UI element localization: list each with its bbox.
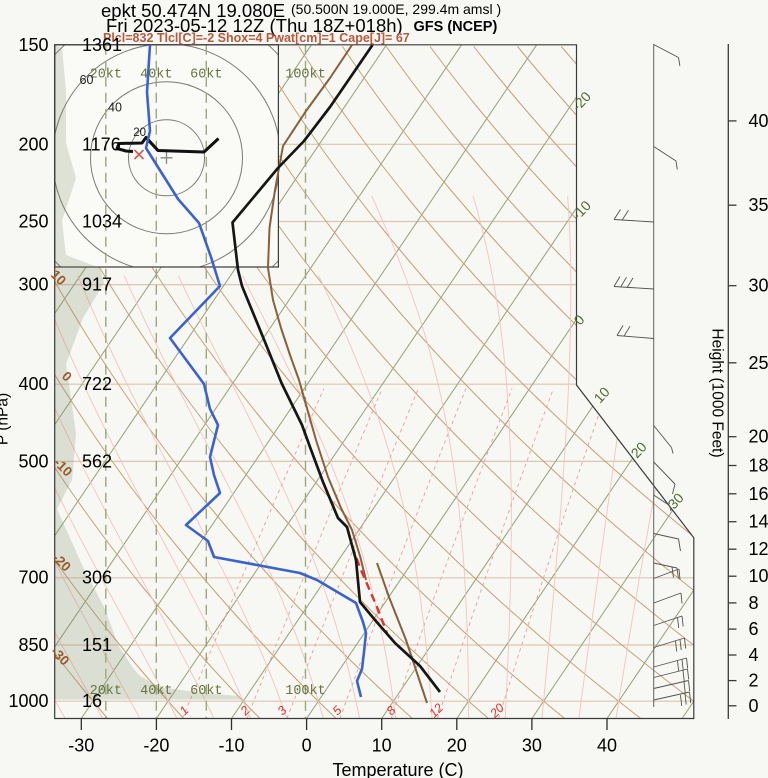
svg-text:Temperature (C): Temperature (C) bbox=[332, 760, 463, 778]
svg-text:20: 20 bbox=[749, 427, 768, 447]
svg-text:300: 300 bbox=[18, 275, 48, 295]
svg-text:850: 850 bbox=[18, 635, 48, 655]
svg-text:150: 150 bbox=[18, 35, 48, 55]
svg-text:35: 35 bbox=[749, 195, 768, 215]
svg-text:200: 200 bbox=[18, 134, 48, 154]
svg-text:8: 8 bbox=[749, 593, 759, 613]
svg-text:100kt: 100kt bbox=[285, 684, 326, 699]
svg-text:1361: 1361 bbox=[82, 35, 122, 55]
svg-text:(50.500N 19.000E, 299.4m amsl: (50.500N 19.000E, 299.4m amsl ) bbox=[291, 1, 501, 17]
svg-text:0: 0 bbox=[749, 696, 759, 716]
svg-text:60kt: 60kt bbox=[190, 684, 222, 699]
svg-text:30: 30 bbox=[522, 736, 542, 756]
svg-text:6: 6 bbox=[749, 619, 759, 639]
svg-text:epkt 50.474N 19.080E: epkt 50.474N 19.080E bbox=[101, 0, 285, 21]
svg-text:16: 16 bbox=[82, 691, 102, 711]
svg-text:1176: 1176 bbox=[82, 134, 121, 154]
svg-text:10: 10 bbox=[749, 566, 768, 586]
svg-text:1034: 1034 bbox=[82, 211, 122, 231]
svg-text:306: 306 bbox=[82, 568, 112, 588]
svg-text:-10: -10 bbox=[218, 736, 244, 756]
svg-text:60: 60 bbox=[80, 73, 94, 87]
svg-text:P (hPa): P (hPa) bbox=[0, 393, 12, 445]
svg-text:40kt: 40kt bbox=[140, 68, 172, 83]
svg-text:917: 917 bbox=[82, 275, 112, 295]
svg-text:12: 12 bbox=[749, 539, 768, 559]
svg-text:60kt: 60kt bbox=[190, 68, 222, 83]
svg-text:1000: 1000 bbox=[8, 691, 48, 711]
svg-text:14: 14 bbox=[749, 512, 768, 532]
svg-text:250: 250 bbox=[18, 211, 48, 231]
svg-text:25: 25 bbox=[749, 353, 768, 373]
svg-text:40: 40 bbox=[749, 111, 768, 131]
svg-text:20: 20 bbox=[133, 127, 146, 139]
svg-text:18: 18 bbox=[749, 456, 768, 476]
svg-text:20kt: 20kt bbox=[90, 684, 122, 699]
svg-text:100kt: 100kt bbox=[285, 68, 326, 83]
svg-text:722: 722 bbox=[82, 374, 112, 394]
svg-text:16: 16 bbox=[749, 484, 768, 504]
svg-text:Height (1000 Feet): Height (1000 Feet) bbox=[709, 328, 726, 457]
svg-text:GFS (NCEP): GFS (NCEP) bbox=[414, 19, 498, 35]
svg-text:500: 500 bbox=[18, 452, 48, 472]
svg-text:20: 20 bbox=[447, 736, 467, 756]
svg-text:151: 151 bbox=[82, 635, 112, 655]
svg-text:400: 400 bbox=[18, 374, 48, 394]
svg-text:20kt: 20kt bbox=[90, 68, 122, 83]
svg-text:40: 40 bbox=[108, 101, 122, 115]
svg-text:40kt: 40kt bbox=[140, 684, 172, 699]
svg-text:562: 562 bbox=[82, 452, 112, 472]
svg-text:0: 0 bbox=[302, 736, 312, 756]
svg-text:-30: -30 bbox=[68, 736, 94, 756]
svg-text:10: 10 bbox=[372, 736, 392, 756]
svg-text:Plcl=832 Tlcl[C]=-2 Shox=4 Pwa: Plcl=832 Tlcl[C]=-2 Shox=4 Pwat[cm]=1 Ca… bbox=[103, 31, 410, 45]
svg-text:700: 700 bbox=[18, 568, 48, 588]
svg-text:4: 4 bbox=[749, 645, 759, 665]
svg-text:Fri 2023-05-12 12Z (Thu 18Z+01: Fri 2023-05-12 12Z (Thu 18Z+018h) bbox=[106, 15, 403, 36]
svg-text:30: 30 bbox=[749, 276, 768, 296]
svg-text:-20: -20 bbox=[143, 736, 169, 756]
svg-text:2: 2 bbox=[749, 671, 759, 691]
svg-text:40: 40 bbox=[597, 736, 617, 756]
